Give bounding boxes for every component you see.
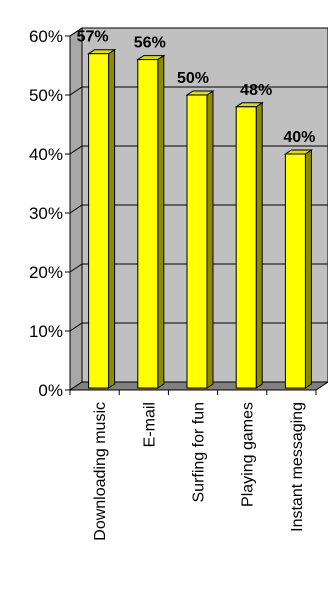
x-category-label: Playing games — [240, 402, 257, 507]
x-category-label: Surfing for fun — [191, 402, 208, 503]
x-category-label: Downloading music — [92, 402, 109, 541]
data-label: 57% — [77, 29, 109, 46]
y-tick-label: 30% — [29, 204, 63, 223]
bar — [186, 94, 208, 389]
bar — [235, 106, 257, 389]
bar-side — [255, 101, 263, 389]
y-tick-label: 60% — [29, 27, 63, 46]
y-tick-label: 50% — [29, 86, 63, 105]
bar — [137, 59, 159, 389]
y-tick-label: 10% — [29, 322, 63, 341]
bar-side — [206, 90, 214, 389]
y-tick-label: 20% — [29, 263, 63, 282]
data-label: 40% — [283, 129, 315, 146]
gridline — [69, 27, 328, 37]
gridline — [69, 86, 328, 96]
x-category-label: Instant messaging — [289, 402, 306, 532]
bar — [88, 53, 110, 389]
data-label: 48% — [240, 82, 272, 99]
y-tick-label: 0% — [38, 381, 63, 400]
y-tick-label: 40% — [29, 145, 63, 164]
bar — [284, 153, 306, 389]
bar-side — [108, 48, 116, 389]
bar-side — [157, 54, 165, 389]
data-label: 56% — [134, 35, 166, 52]
bar-side — [304, 149, 312, 389]
x-category-label: E-mail — [141, 402, 158, 447]
data-label: 50% — [177, 70, 209, 87]
